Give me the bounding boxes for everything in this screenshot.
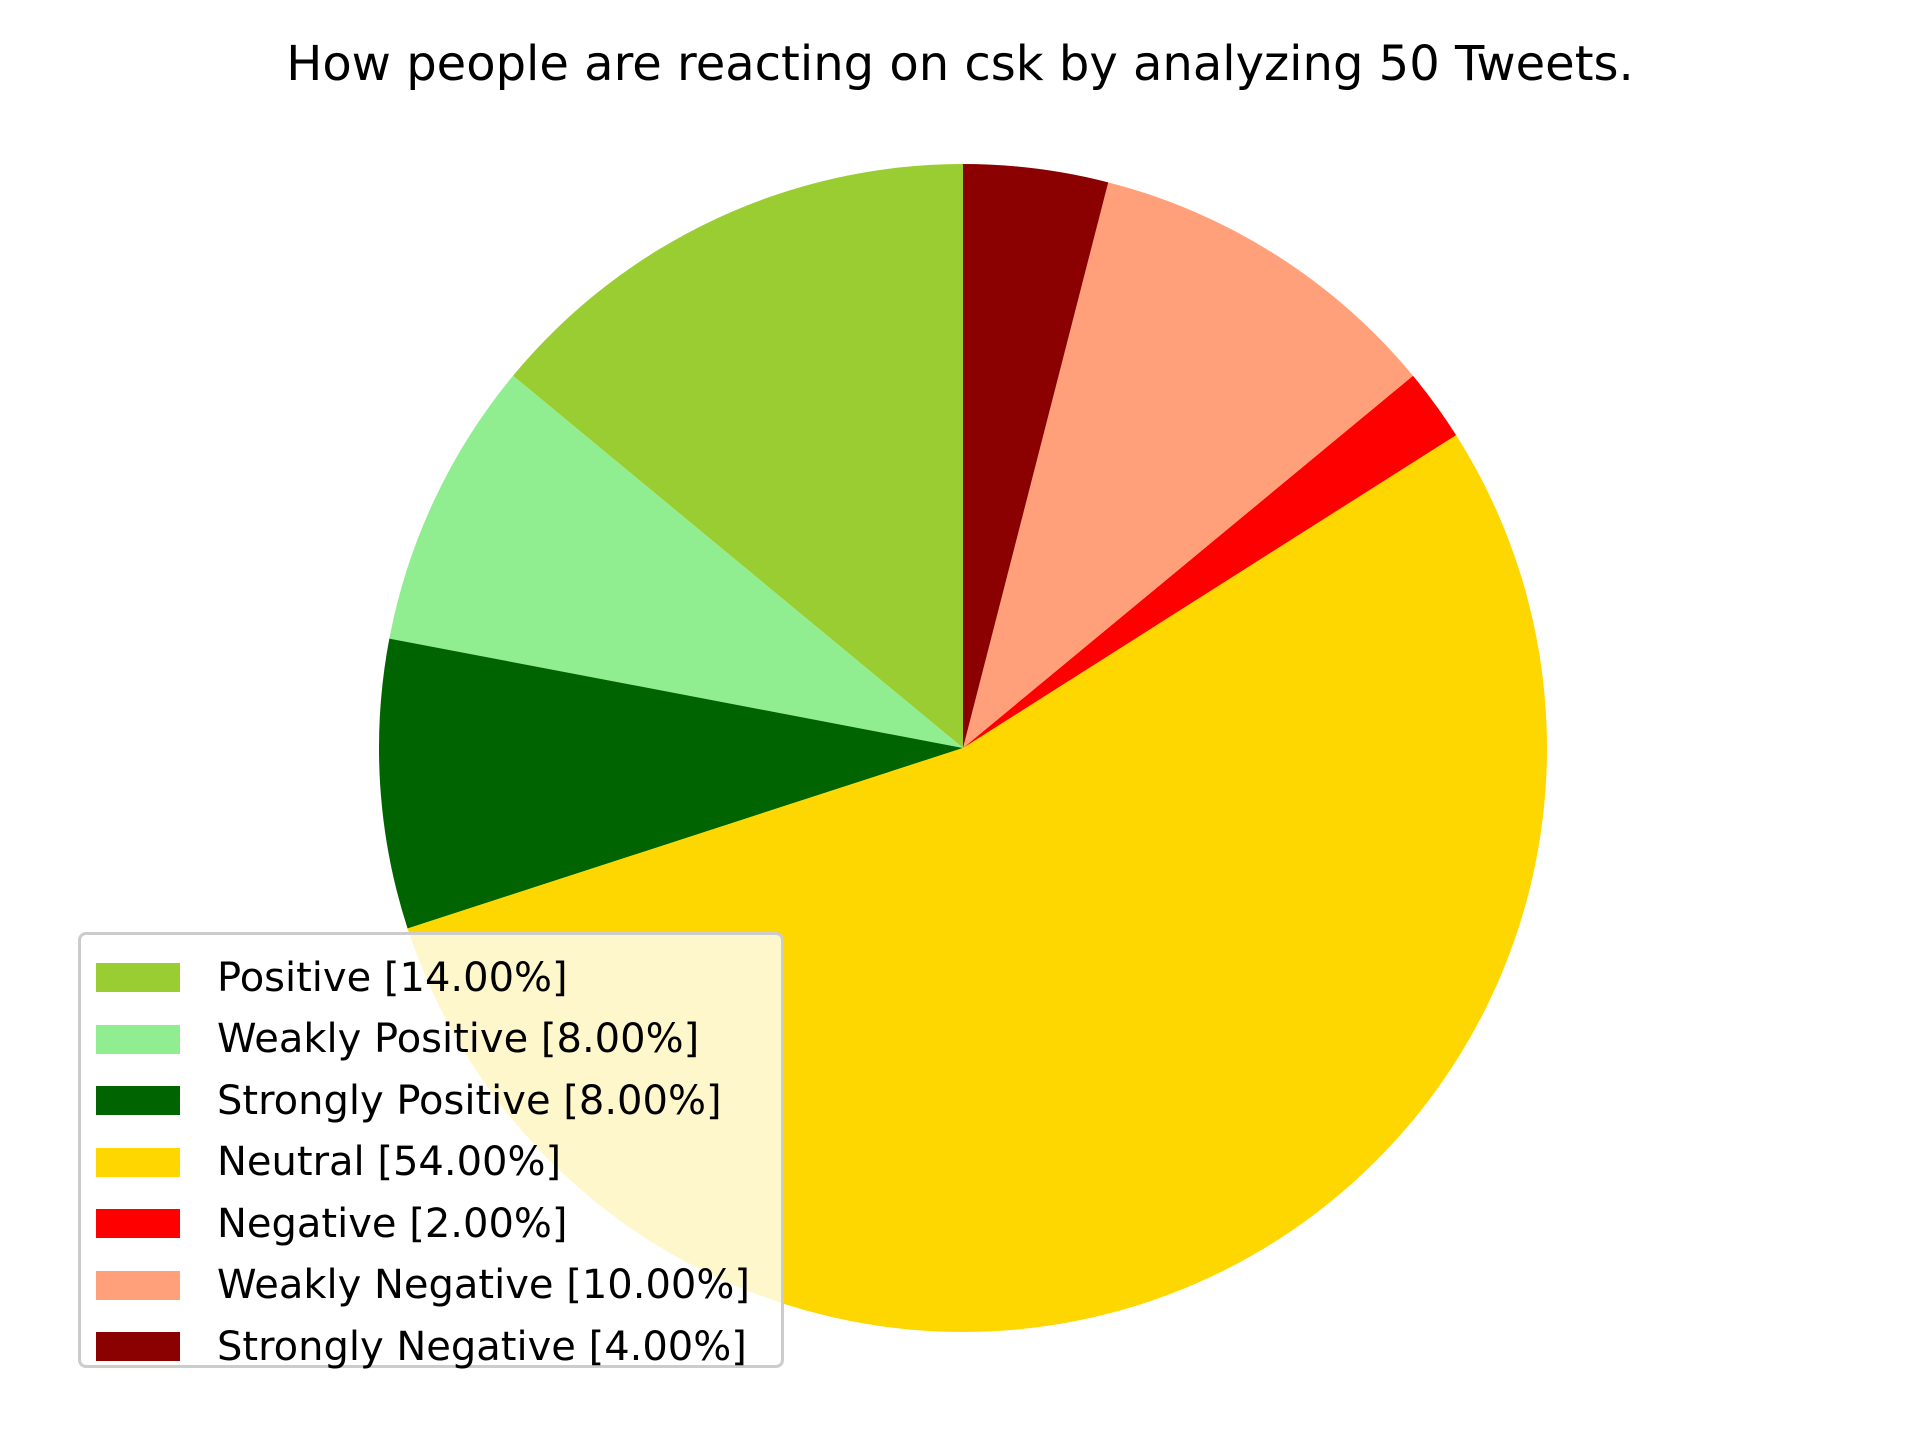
pie-slice-4 <box>963 375 1457 748</box>
legend-label-3: Neutral [54.00%] <box>217 1139 562 1186</box>
legend-label-1: Weakly Positive [8.00%] <box>217 1016 700 1063</box>
legend-swatch-4 <box>96 1209 180 1239</box>
legend-swatch-3 <box>96 1147 180 1177</box>
legend-label-0: Positive [14.00%] <box>217 954 568 1001</box>
pie-slice-0 <box>513 164 963 748</box>
legend-label-6: Strongly Negative [4.00%] <box>217 1323 747 1370</box>
pie-slice-2 <box>378 638 963 929</box>
legend-swatch-0 <box>96 963 180 993</box>
legend-entry-3: Neutral [54.00%] <box>81 1132 781 1194</box>
legend-entry-5: Weakly Negative [10.00%] <box>81 1255 781 1317</box>
legend-label-2: Strongly Positive [8.00%] <box>217 1077 722 1124</box>
legend-entry-4: Negative [2.00%] <box>81 1193 781 1255</box>
legend-entry-2: Strongly Positive [8.00%] <box>81 1070 781 1132</box>
legend-swatch-6 <box>96 1332 180 1362</box>
chart-title: How people are reacting on csk by analyz… <box>286 36 1634 92</box>
legend-entry-6: Strongly Negative [4.00%] <box>81 1316 781 1378</box>
legend-entry-1: Weakly Positive [8.00%] <box>81 1009 781 1071</box>
pie-slice-5 <box>963 182 1413 749</box>
legend-entry-0: Positive [14.00%] <box>81 947 781 1009</box>
legend-label-5: Weakly Negative [10.00%] <box>217 1262 750 1309</box>
pie-slice-1 <box>389 375 964 748</box>
legend-swatch-1 <box>96 1024 180 1054</box>
legend-swatch-2 <box>96 1086 180 1116</box>
legend-label-4: Negative [2.00%] <box>217 1200 568 1247</box>
pie-slice-6 <box>963 164 1109 748</box>
legend-swatch-5 <box>96 1270 180 1300</box>
legend: Positive [14.00%] Weakly Positive [8.00%]… <box>78 932 784 1370</box>
